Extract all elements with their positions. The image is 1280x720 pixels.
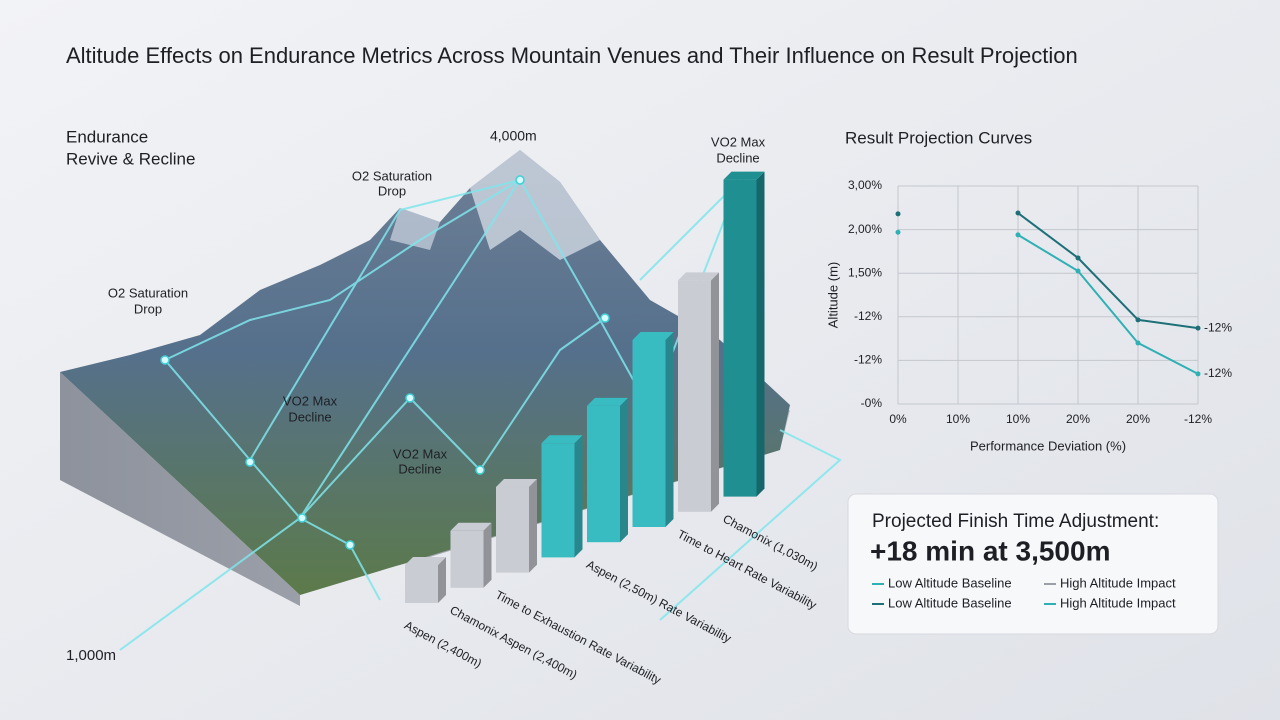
annotation: Decline [716, 150, 759, 165]
x-tick-label: 10% [1006, 412, 1030, 426]
summary-value: +18 min at 3,500m [870, 535, 1110, 566]
bar [632, 339, 666, 527]
series-line [1017, 212, 1199, 330]
annotation: Drop [134, 301, 162, 316]
bar-side [756, 171, 765, 497]
annotation: Decline [288, 409, 331, 424]
y-tick-label: -12% [854, 353, 882, 367]
annotation: VO2 Max [283, 393, 338, 408]
bar [678, 280, 711, 512]
x-tick-label: 10% [946, 412, 970, 426]
point [1015, 232, 1021, 238]
annotation: 4,000m [490, 128, 537, 144]
y-tick-label: 2,00% [848, 222, 882, 236]
annotation: Revive & Recline [66, 149, 195, 168]
chart-title: Result Projection Curves [845, 128, 1032, 147]
snow [390, 208, 440, 250]
bar-top [723, 171, 765, 180]
legend-label: High Altitude Impact [1060, 575, 1176, 590]
bar [450, 530, 484, 588]
axis-label: Altitude (m) [825, 262, 840, 328]
bar [587, 405, 620, 543]
bar-top [450, 522, 492, 531]
bar-side [483, 522, 492, 588]
bar-side [665, 331, 674, 527]
y-tick-label: -12% [854, 309, 882, 323]
point [1135, 317, 1141, 323]
bar-side [574, 435, 583, 558]
y-tick-label: 3,00% [848, 178, 882, 192]
bar-side [620, 397, 628, 543]
point [1015, 210, 1021, 216]
bar [496, 487, 529, 573]
annotation: VO2 Max [393, 446, 448, 461]
point [895, 229, 901, 235]
point [1195, 371, 1201, 377]
annotation: O2 Saturation [352, 168, 432, 183]
bar-side [711, 272, 719, 512]
bar-top [496, 479, 537, 488]
end-label: -12% [1204, 320, 1232, 334]
bar-top [587, 397, 628, 406]
x-tick-label: 0% [889, 412, 907, 426]
axis-label: Performance Deviation (%) [970, 438, 1126, 453]
bar-top [541, 435, 583, 444]
point [1195, 325, 1201, 331]
legend-label: Low Altitude Baseline [888, 595, 1012, 610]
annotation: VO2 Max [711, 134, 766, 149]
point [895, 211, 901, 217]
bar [405, 564, 438, 603]
bar [541, 443, 575, 558]
point [1135, 340, 1141, 346]
bar-side [438, 556, 446, 603]
bar-side [529, 479, 537, 573]
end-label: -12% [1204, 366, 1232, 380]
annotation: Drop [378, 183, 406, 198]
bar-top [632, 331, 674, 340]
x-tick-label: 20% [1126, 412, 1150, 426]
bar-top [405, 556, 446, 565]
series-line [1017, 233, 1199, 375]
annotation: 1,000m [66, 647, 116, 664]
y-tick-label: 1,50% [848, 265, 882, 279]
summary-box [847, 493, 1219, 635]
annotation: O2 Saturation [108, 285, 188, 300]
point [1075, 268, 1081, 274]
y-tick-label: -0% [861, 396, 883, 410]
legend-label: High Altitude Impact [1060, 595, 1176, 610]
page-title: Altitude Effects on Endurance Metrics Ac… [66, 43, 1078, 68]
x-tick-label: -12% [1184, 412, 1212, 426]
point [1075, 255, 1081, 261]
bar [723, 179, 757, 497]
legend-label: Low Altitude Baseline [888, 575, 1012, 590]
annotation: Decline [398, 461, 441, 476]
terrain-side [60, 372, 790, 606]
annotation: Endurance [66, 127, 148, 146]
bar-top [678, 272, 719, 281]
x-tick-label: 20% [1066, 412, 1090, 426]
summary-heading: Projected Finish Time Adjustment: [872, 511, 1159, 532]
